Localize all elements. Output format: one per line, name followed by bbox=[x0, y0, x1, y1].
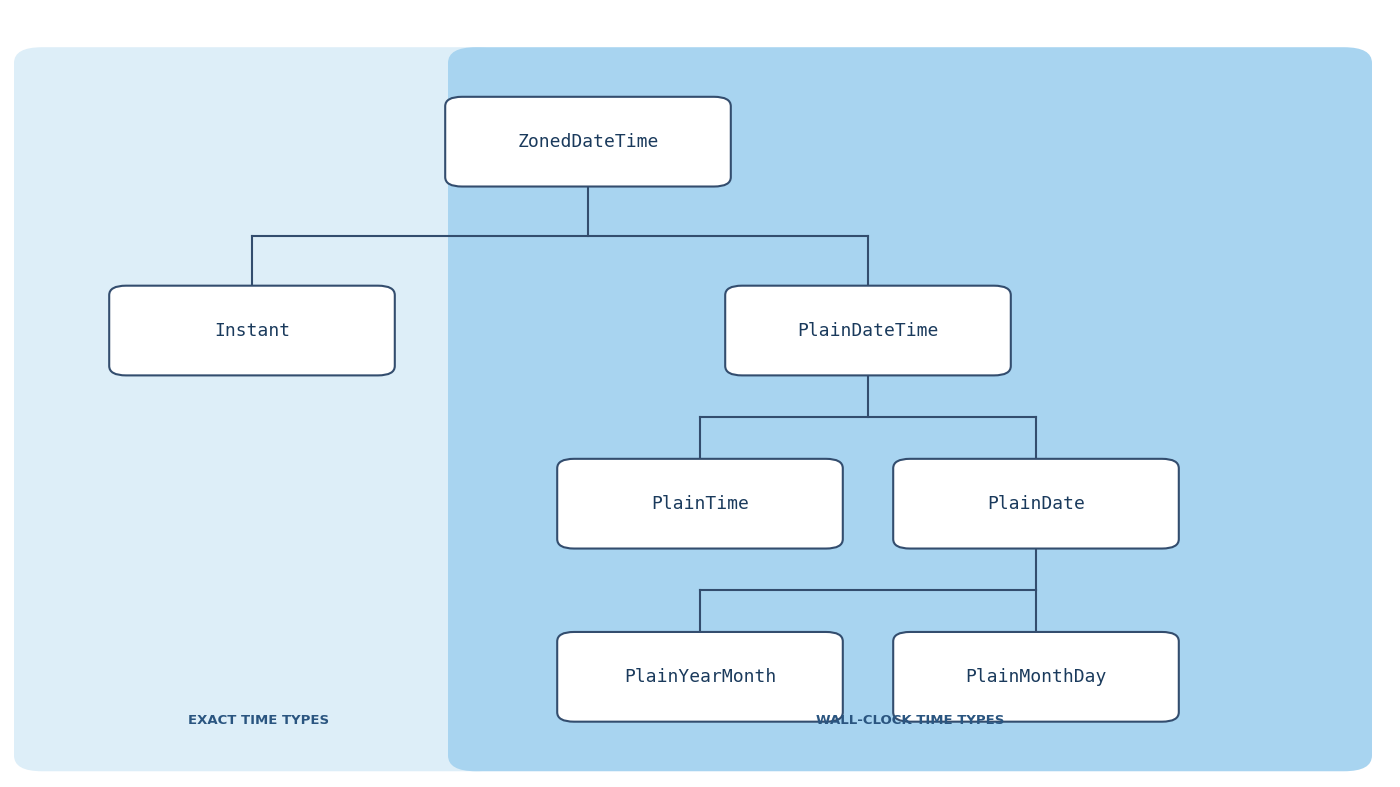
Text: PlainYearMonth: PlainYearMonth bbox=[624, 668, 776, 685]
FancyBboxPatch shape bbox=[557, 632, 843, 722]
Text: ZonedDateTime: ZonedDateTime bbox=[518, 133, 658, 150]
FancyBboxPatch shape bbox=[893, 459, 1179, 549]
Text: PlainDateTime: PlainDateTime bbox=[798, 322, 938, 339]
Text: PlainDate: PlainDate bbox=[987, 495, 1085, 512]
FancyBboxPatch shape bbox=[557, 459, 843, 549]
FancyBboxPatch shape bbox=[725, 286, 1011, 375]
Text: Instant: Instant bbox=[214, 322, 290, 339]
Text: PlainMonthDay: PlainMonthDay bbox=[966, 668, 1106, 685]
Text: WALL-CLOCK TIME TYPES: WALL-CLOCK TIME TYPES bbox=[816, 714, 1004, 726]
FancyBboxPatch shape bbox=[109, 286, 395, 375]
FancyBboxPatch shape bbox=[893, 632, 1179, 722]
FancyBboxPatch shape bbox=[448, 47, 1372, 771]
FancyBboxPatch shape bbox=[445, 97, 731, 187]
FancyBboxPatch shape bbox=[14, 47, 504, 771]
Text: PlainTime: PlainTime bbox=[651, 495, 749, 512]
Text: EXACT TIME TYPES: EXACT TIME TYPES bbox=[189, 714, 329, 726]
